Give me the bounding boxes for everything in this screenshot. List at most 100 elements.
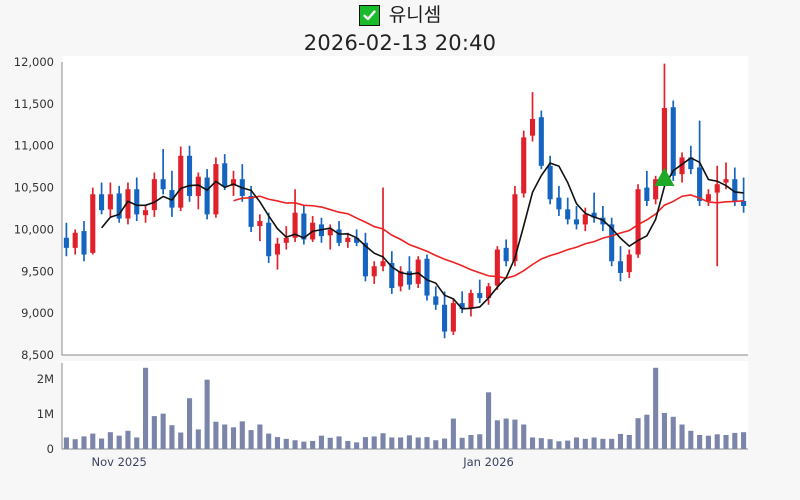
candle-body (714, 184, 720, 193)
candle-body (90, 194, 96, 253)
candle-body (72, 232, 78, 248)
candle-body (468, 293, 474, 309)
volume-bar (143, 367, 149, 449)
volume-bar (705, 435, 711, 449)
price-chart-svg: 8,500 9,000 9,500 10,000 10,500 11,000 11,500 1… (14, 56, 748, 361)
volume-bar (380, 433, 386, 449)
volume-bar (248, 430, 254, 449)
volume-bar (116, 435, 122, 449)
volume-bar (494, 420, 500, 449)
volume-axis-lines (61, 363, 748, 450)
candle-body (732, 179, 738, 201)
candle-body (591, 212, 597, 218)
volume-bar (679, 424, 685, 449)
x-axis-panel: Nov 2025 Jan 2026 (0, 452, 800, 482)
volume-bar (327, 437, 333, 449)
volume-bar (424, 437, 430, 449)
buy-signal-marker[interactable] (654, 167, 675, 187)
candle-body (274, 243, 281, 255)
volume-bar (283, 438, 289, 449)
candle-body (573, 219, 580, 225)
volume-bar (389, 437, 395, 449)
price-y-tick-label: 11,500 (14, 97, 54, 111)
volume-bar (354, 442, 360, 449)
volume-plot-background (62, 361, 748, 449)
volume-bar (257, 424, 263, 449)
candle-body (354, 237, 360, 243)
volume-bar (345, 440, 351, 449)
volume-bar (565, 440, 571, 449)
volume-bar (617, 433, 624, 449)
volume-bar (600, 438, 606, 449)
candle-body (653, 179, 659, 200)
volume-bar (169, 425, 175, 449)
candle-body (494, 249, 500, 286)
candle-body (257, 221, 263, 227)
candle-body (582, 214, 588, 225)
candle-body (327, 229, 333, 236)
volume-bar (160, 413, 166, 449)
volume-bar (134, 437, 140, 449)
volume-bar (459, 437, 465, 449)
x-axis-svg: Nov 2025 Jan 2026 (91, 455, 513, 469)
volume-bar (450, 418, 456, 449)
candle-body (266, 222, 272, 257)
x-axis-tick-label: Nov 2025 (91, 455, 146, 469)
volume-bar (741, 432, 747, 449)
timestamp-label: 2026-02-13 20:40 (303, 31, 497, 55)
candle-body (433, 296, 439, 305)
volume-bar (582, 438, 588, 449)
volume-bar (512, 419, 518, 449)
green-check-icon (358, 4, 380, 26)
candle-body (705, 194, 711, 201)
volume-bar (415, 437, 421, 449)
candle-body (125, 189, 131, 219)
volume-bar (318, 435, 324, 449)
volume-bar (635, 418, 641, 449)
candle-body (626, 254, 632, 273)
price-y-tick-label: 8,500 (21, 348, 54, 361)
candle-body (635, 189, 641, 255)
volume-bar (442, 438, 448, 449)
volume-bar (688, 430, 694, 449)
volume-bar (714, 434, 720, 449)
candle-body (565, 209, 571, 220)
price-y-tick-label: 11,000 (14, 139, 54, 153)
candle-body (442, 304, 448, 332)
volume-bar (274, 437, 281, 449)
volume-series (63, 367, 747, 449)
volume-bar (195, 429, 201, 449)
volume-bar (266, 433, 272, 449)
candle-body (741, 200, 747, 206)
volume-bar (204, 379, 210, 449)
price-chart-panel: 8,500 9,000 9,500 10,000 10,500 11,000 11,500 1… (0, 56, 800, 361)
candle-body (380, 261, 386, 267)
candle-body (248, 195, 254, 227)
title-row: 유니셈 (358, 1, 441, 29)
candle-body (661, 108, 667, 178)
volume-bar (591, 437, 597, 449)
candle-body (371, 266, 377, 277)
volume-bar (310, 440, 316, 449)
candle-body (529, 118, 536, 136)
candle-body (521, 137, 527, 194)
candle-body (424, 258, 430, 296)
candle-body (406, 271, 412, 285)
chart-header: 유니셈 2026-02-13 20:40 (0, 0, 800, 56)
volume-bar (609, 438, 615, 449)
candle-body (556, 197, 562, 210)
volume-bar (486, 392, 492, 449)
volume-bar (301, 441, 307, 449)
candle-body (301, 213, 307, 240)
volume-bar (529, 437, 536, 449)
price-y-tick-label: 9,500 (21, 264, 54, 278)
candle-body (195, 176, 201, 196)
candle-body (362, 242, 368, 277)
volume-y-tick-label: 1M (37, 407, 54, 421)
volume-chart-panel: 0 1M 2M (0, 361, 800, 461)
candle-body (503, 247, 509, 262)
candle-body (222, 163, 228, 186)
candle-body (723, 179, 729, 183)
volume-bar (72, 439, 78, 449)
